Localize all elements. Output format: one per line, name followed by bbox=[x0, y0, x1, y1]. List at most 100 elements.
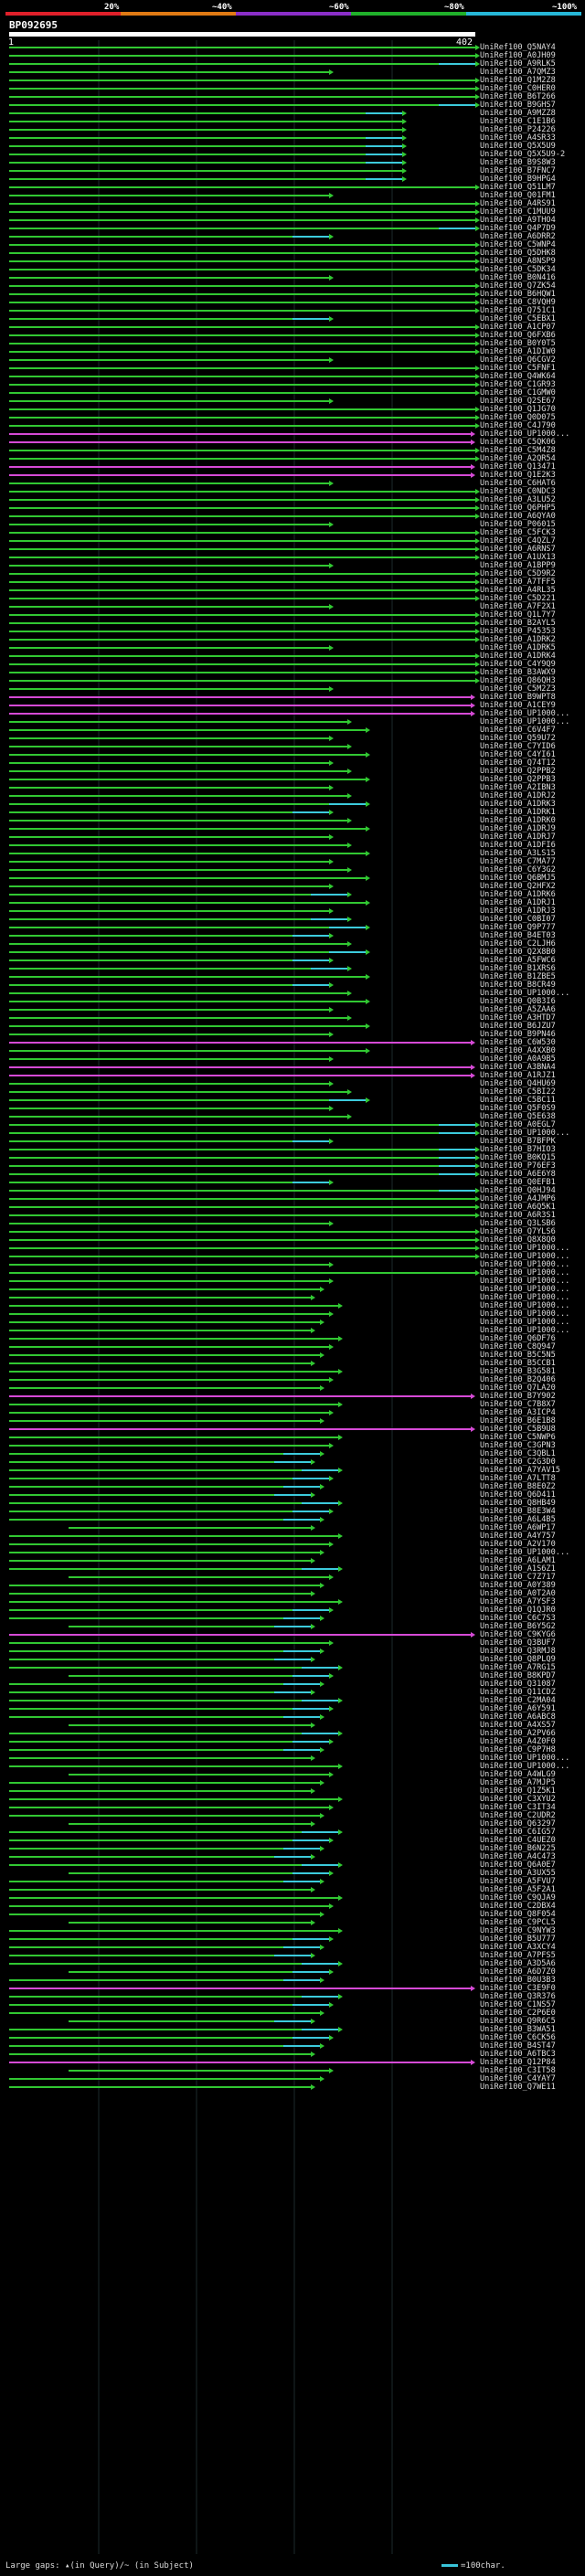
hit-label[interactable]: UniRef100_UP1000... bbox=[480, 1754, 570, 1763]
hit-label[interactable]: UniRef100_B6JZU7 bbox=[480, 1022, 556, 1031]
hit-label[interactable]: UniRef100_B0N416 bbox=[480, 273, 556, 282]
hit-label[interactable]: UniRef100_A0Y389 bbox=[480, 1581, 556, 1590]
hit-label[interactable]: UniRef100_UP1000... bbox=[480, 1548, 570, 1557]
hit-label[interactable]: UniRef100_B1XRS6 bbox=[480, 964, 556, 973]
hit-label[interactable]: UniRef100_UP1000... bbox=[480, 717, 570, 726]
hit-label[interactable]: UniRef100_A4XS57 bbox=[480, 1721, 556, 1730]
hit-label[interactable]: UniRef100_B9WPT8 bbox=[480, 693, 556, 702]
hit-label[interactable]: UniRef100_Q0HJ94 bbox=[480, 1186, 556, 1195]
hit-label[interactable]: UniRef100_Q5F0S9 bbox=[480, 1104, 556, 1113]
hit-label[interactable]: UniRef100_Q8PLQ9 bbox=[480, 1655, 556, 1664]
hit-label[interactable]: UniRef100_B1ZBE5 bbox=[480, 972, 556, 981]
hit-label[interactable]: UniRef100_A1CP07 bbox=[480, 323, 556, 332]
hit-label[interactable]: UniRef100_C1GMW0 bbox=[480, 388, 556, 398]
hit-label[interactable]: UniRef100_Q8X8Q0 bbox=[480, 1235, 556, 1245]
hit-label[interactable]: UniRef100_Q51LM7 bbox=[480, 183, 556, 192]
hit-label[interactable]: UniRef100_A3LU52 bbox=[480, 495, 556, 504]
hit-label[interactable]: UniRef100_Q4WK64 bbox=[480, 372, 556, 381]
hit-label[interactable]: UniRef100_B8KPD7 bbox=[480, 1671, 556, 1680]
hit-label[interactable]: UniRef100_Q13471 bbox=[480, 462, 556, 472]
hit-label[interactable]: UniRef100_A4WLG9 bbox=[480, 1770, 556, 1779]
hit-label[interactable]: UniRef100_A7PFS5 bbox=[480, 1951, 556, 1960]
hit-label[interactable]: UniRef100_A6WP17 bbox=[480, 1523, 556, 1532]
hit-label[interactable]: UniRef100_C5M4Z8 bbox=[480, 446, 556, 455]
hit-label[interactable]: UniRef100_A7QMZ3 bbox=[480, 68, 556, 77]
hit-label[interactable]: UniRef100_C3QBL1 bbox=[480, 1449, 556, 1458]
hit-label[interactable]: UniRef100_P45353 bbox=[480, 627, 556, 636]
hit-label[interactable]: UniRef100_Q2X8B0 bbox=[480, 948, 556, 957]
hit-label[interactable]: UniRef100_A6LAM1 bbox=[480, 1556, 556, 1565]
hit-label[interactable]: UniRef100_Q7YLS6 bbox=[480, 1227, 556, 1236]
hit-label[interactable]: UniRef100_A1BPP9 bbox=[480, 561, 556, 570]
hit-label[interactable]: UniRef100_A5FWC6 bbox=[480, 956, 556, 965]
hit-label[interactable]: UniRef100_C5D221 bbox=[480, 594, 556, 603]
hit-label[interactable]: UniRef100_A1DRK2 bbox=[480, 635, 556, 644]
hit-label[interactable]: UniRef100_Q3R376 bbox=[480, 1992, 556, 2001]
hit-label[interactable]: UniRef100_A6E6Y8 bbox=[480, 1170, 556, 1179]
hit-label[interactable]: UniRef100_A9THO4 bbox=[480, 216, 556, 225]
hit-label[interactable]: UniRef100_B5C5N5 bbox=[480, 1351, 556, 1360]
hit-label[interactable]: UniRef100_Q4HU69 bbox=[480, 1079, 556, 1088]
hit-label[interactable]: UniRef100_A6Q5K1 bbox=[480, 1203, 556, 1212]
hit-label[interactable]: UniRef100_C5QK06 bbox=[480, 438, 556, 447]
hit-label[interactable]: UniRef100_Q0B3I6 bbox=[480, 997, 556, 1006]
hit-label[interactable]: UniRef100_C6IG57 bbox=[480, 1828, 556, 1837]
hit-label[interactable]: UniRef100_B6HQW1 bbox=[480, 290, 556, 299]
hit-label[interactable]: UniRef100_A1RJZ1 bbox=[480, 1071, 556, 1080]
hit-label[interactable]: UniRef100_UP1000... bbox=[480, 1293, 570, 1302]
hit-label[interactable]: UniRef100_UP1000... bbox=[480, 1129, 570, 1138]
hit-label[interactable]: UniRef100_Q4P7D9 bbox=[480, 224, 556, 233]
hit-label[interactable]: UniRef100_C1MUU9 bbox=[480, 207, 556, 217]
hit-label[interactable]: UniRef100_B0KQ15 bbox=[480, 1153, 556, 1162]
hit-label[interactable]: UniRef100_Q0D075 bbox=[480, 413, 556, 422]
hit-label[interactable]: UniRef100_A2PV66 bbox=[480, 1729, 556, 1738]
hit-label[interactable]: UniRef100_A3XCY4 bbox=[480, 1943, 556, 1952]
hit-label[interactable]: UniRef100_A7LTT8 bbox=[480, 1474, 556, 1483]
hit-label[interactable]: UniRef100_A0JH09 bbox=[480, 51, 556, 60]
hit-label[interactable]: UniRef100_A2IBN3 bbox=[480, 783, 556, 792]
hit-label[interactable]: UniRef100_C2UDR2 bbox=[480, 1811, 556, 1820]
hit-label[interactable]: UniRef100_UP1000... bbox=[480, 1260, 570, 1269]
hit-label[interactable]: UniRef100_A6QYA0 bbox=[480, 512, 556, 521]
hit-label[interactable]: UniRef100_A7RG15 bbox=[480, 1663, 556, 1672]
hit-label[interactable]: UniRef100_A4Z0F0 bbox=[480, 1737, 556, 1746]
hit-label[interactable]: UniRef100_A0T2A0 bbox=[480, 1589, 556, 1598]
hit-label[interactable]: UniRef100_Q3LSB6 bbox=[480, 1219, 556, 1228]
hit-label[interactable]: UniRef100_B3WA51 bbox=[480, 2025, 556, 2034]
hit-label[interactable]: UniRef100_C6W530 bbox=[480, 1038, 556, 1047]
hit-label[interactable]: UniRef100_C9NYW3 bbox=[480, 1926, 556, 1935]
hit-label[interactable]: UniRef100_B5CCB1 bbox=[480, 1359, 556, 1368]
hit-label[interactable]: UniRef100_C9P7H8 bbox=[480, 1745, 556, 1754]
hit-label[interactable]: UniRef100_C3GPN3 bbox=[480, 1441, 556, 1450]
hit-label[interactable]: UniRef100_C2P6E0 bbox=[480, 2009, 556, 2018]
hit-label[interactable]: UniRef100_C5BI22 bbox=[480, 1087, 556, 1097]
hit-label[interactable]: UniRef100_A4JMP6 bbox=[480, 1194, 556, 1203]
hit-label[interactable]: UniRef100_A6DRR2 bbox=[480, 232, 556, 241]
hit-label[interactable]: UniRef100_B9PN46 bbox=[480, 1030, 556, 1039]
hit-label[interactable]: UniRef100_C6Y3G2 bbox=[480, 865, 556, 875]
hit-label[interactable]: UniRef100_C7MA77 bbox=[480, 857, 556, 866]
hit-label[interactable]: UniRef100_Q8HB49 bbox=[480, 1499, 556, 1508]
hit-label[interactable]: UniRef100_Q1M2Z8 bbox=[480, 76, 556, 85]
hit-label[interactable]: UniRef100_Q6A0E7 bbox=[480, 1860, 556, 1870]
hit-label[interactable]: UniRef100_A7F2X1 bbox=[480, 602, 556, 611]
hit-label[interactable]: UniRef100_Q6DF76 bbox=[480, 1334, 556, 1343]
hit-label[interactable]: UniRef100_UP1000... bbox=[480, 709, 570, 718]
hit-label[interactable]: UniRef100_C0HER0 bbox=[480, 84, 556, 93]
hit-label[interactable]: UniRef100_Q01FM1 bbox=[480, 191, 556, 200]
hit-label[interactable]: UniRef100_Q7WE11 bbox=[480, 2083, 556, 2092]
hit-label[interactable]: UniRef100_C2G3D0 bbox=[480, 1458, 556, 1467]
hit-label[interactable]: UniRef100_C4Y9Q9 bbox=[480, 660, 556, 669]
hit-label[interactable]: UniRef100_C5FNF1 bbox=[480, 364, 556, 373]
hit-label[interactable]: UniRef100_Q74T12 bbox=[480, 758, 556, 768]
hit-label[interactable]: UniRef100_C5NWP6 bbox=[480, 1433, 556, 1442]
hit-label[interactable]: UniRef100_UP1000... bbox=[480, 1285, 570, 1294]
hit-label[interactable]: UniRef100_B2AYL5 bbox=[480, 619, 556, 628]
hit-label[interactable]: UniRef100_C4J790 bbox=[480, 421, 556, 430]
hit-label[interactable]: UniRef100_UP1000... bbox=[480, 1244, 570, 1253]
hit-label[interactable]: UniRef100_B7HIO3 bbox=[480, 1145, 556, 1154]
hit-label[interactable]: UniRef100_C2DBX4 bbox=[480, 1902, 556, 1911]
hit-label[interactable]: UniRef100_A1DRJ9 bbox=[480, 824, 556, 833]
hit-label[interactable]: UniRef100_B6Y5G2 bbox=[480, 1622, 556, 1631]
hit-label[interactable]: UniRef100_A4SR33 bbox=[480, 133, 556, 143]
